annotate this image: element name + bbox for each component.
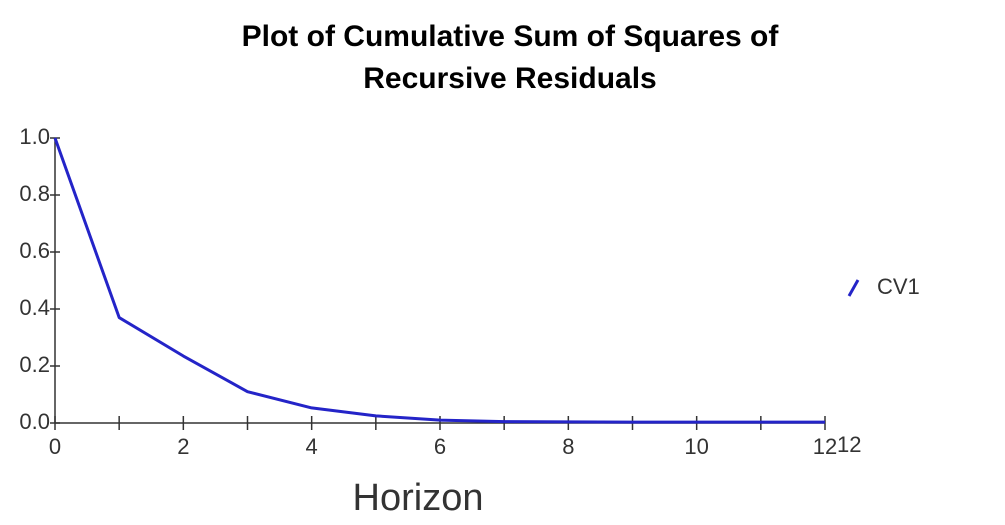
- x-end-label: 12: [837, 432, 861, 457]
- x-tick-label: 8: [562, 434, 574, 459]
- y-tick-label: 0.8: [19, 181, 50, 206]
- x-axis-label: Horizon: [353, 477, 484, 519]
- chart-title: Recursive Residuals: [363, 62, 656, 95]
- legend-label: CV1: [877, 274, 920, 299]
- y-tick-label: 1.0: [19, 124, 50, 149]
- x-tick-label: 2: [177, 434, 189, 459]
- x-tick-label: 0: [49, 434, 61, 459]
- x-tick-label: 6: [434, 434, 446, 459]
- x-tick-label: 4: [306, 434, 318, 459]
- y-tick-label: 0.4: [19, 295, 50, 320]
- y-tick-label: 0.2: [19, 352, 50, 377]
- y-tick-label: 0.6: [19, 238, 50, 263]
- y-tick-label: 0.0: [19, 409, 50, 434]
- chart-title: Plot of Cumulative Sum of Squares of: [242, 20, 780, 53]
- data-line: [53, 137, 825, 424]
- x-tick-label: 10: [684, 434, 708, 459]
- legend-swatch: [847, 279, 860, 297]
- x-tick-label: 12: [813, 434, 837, 459]
